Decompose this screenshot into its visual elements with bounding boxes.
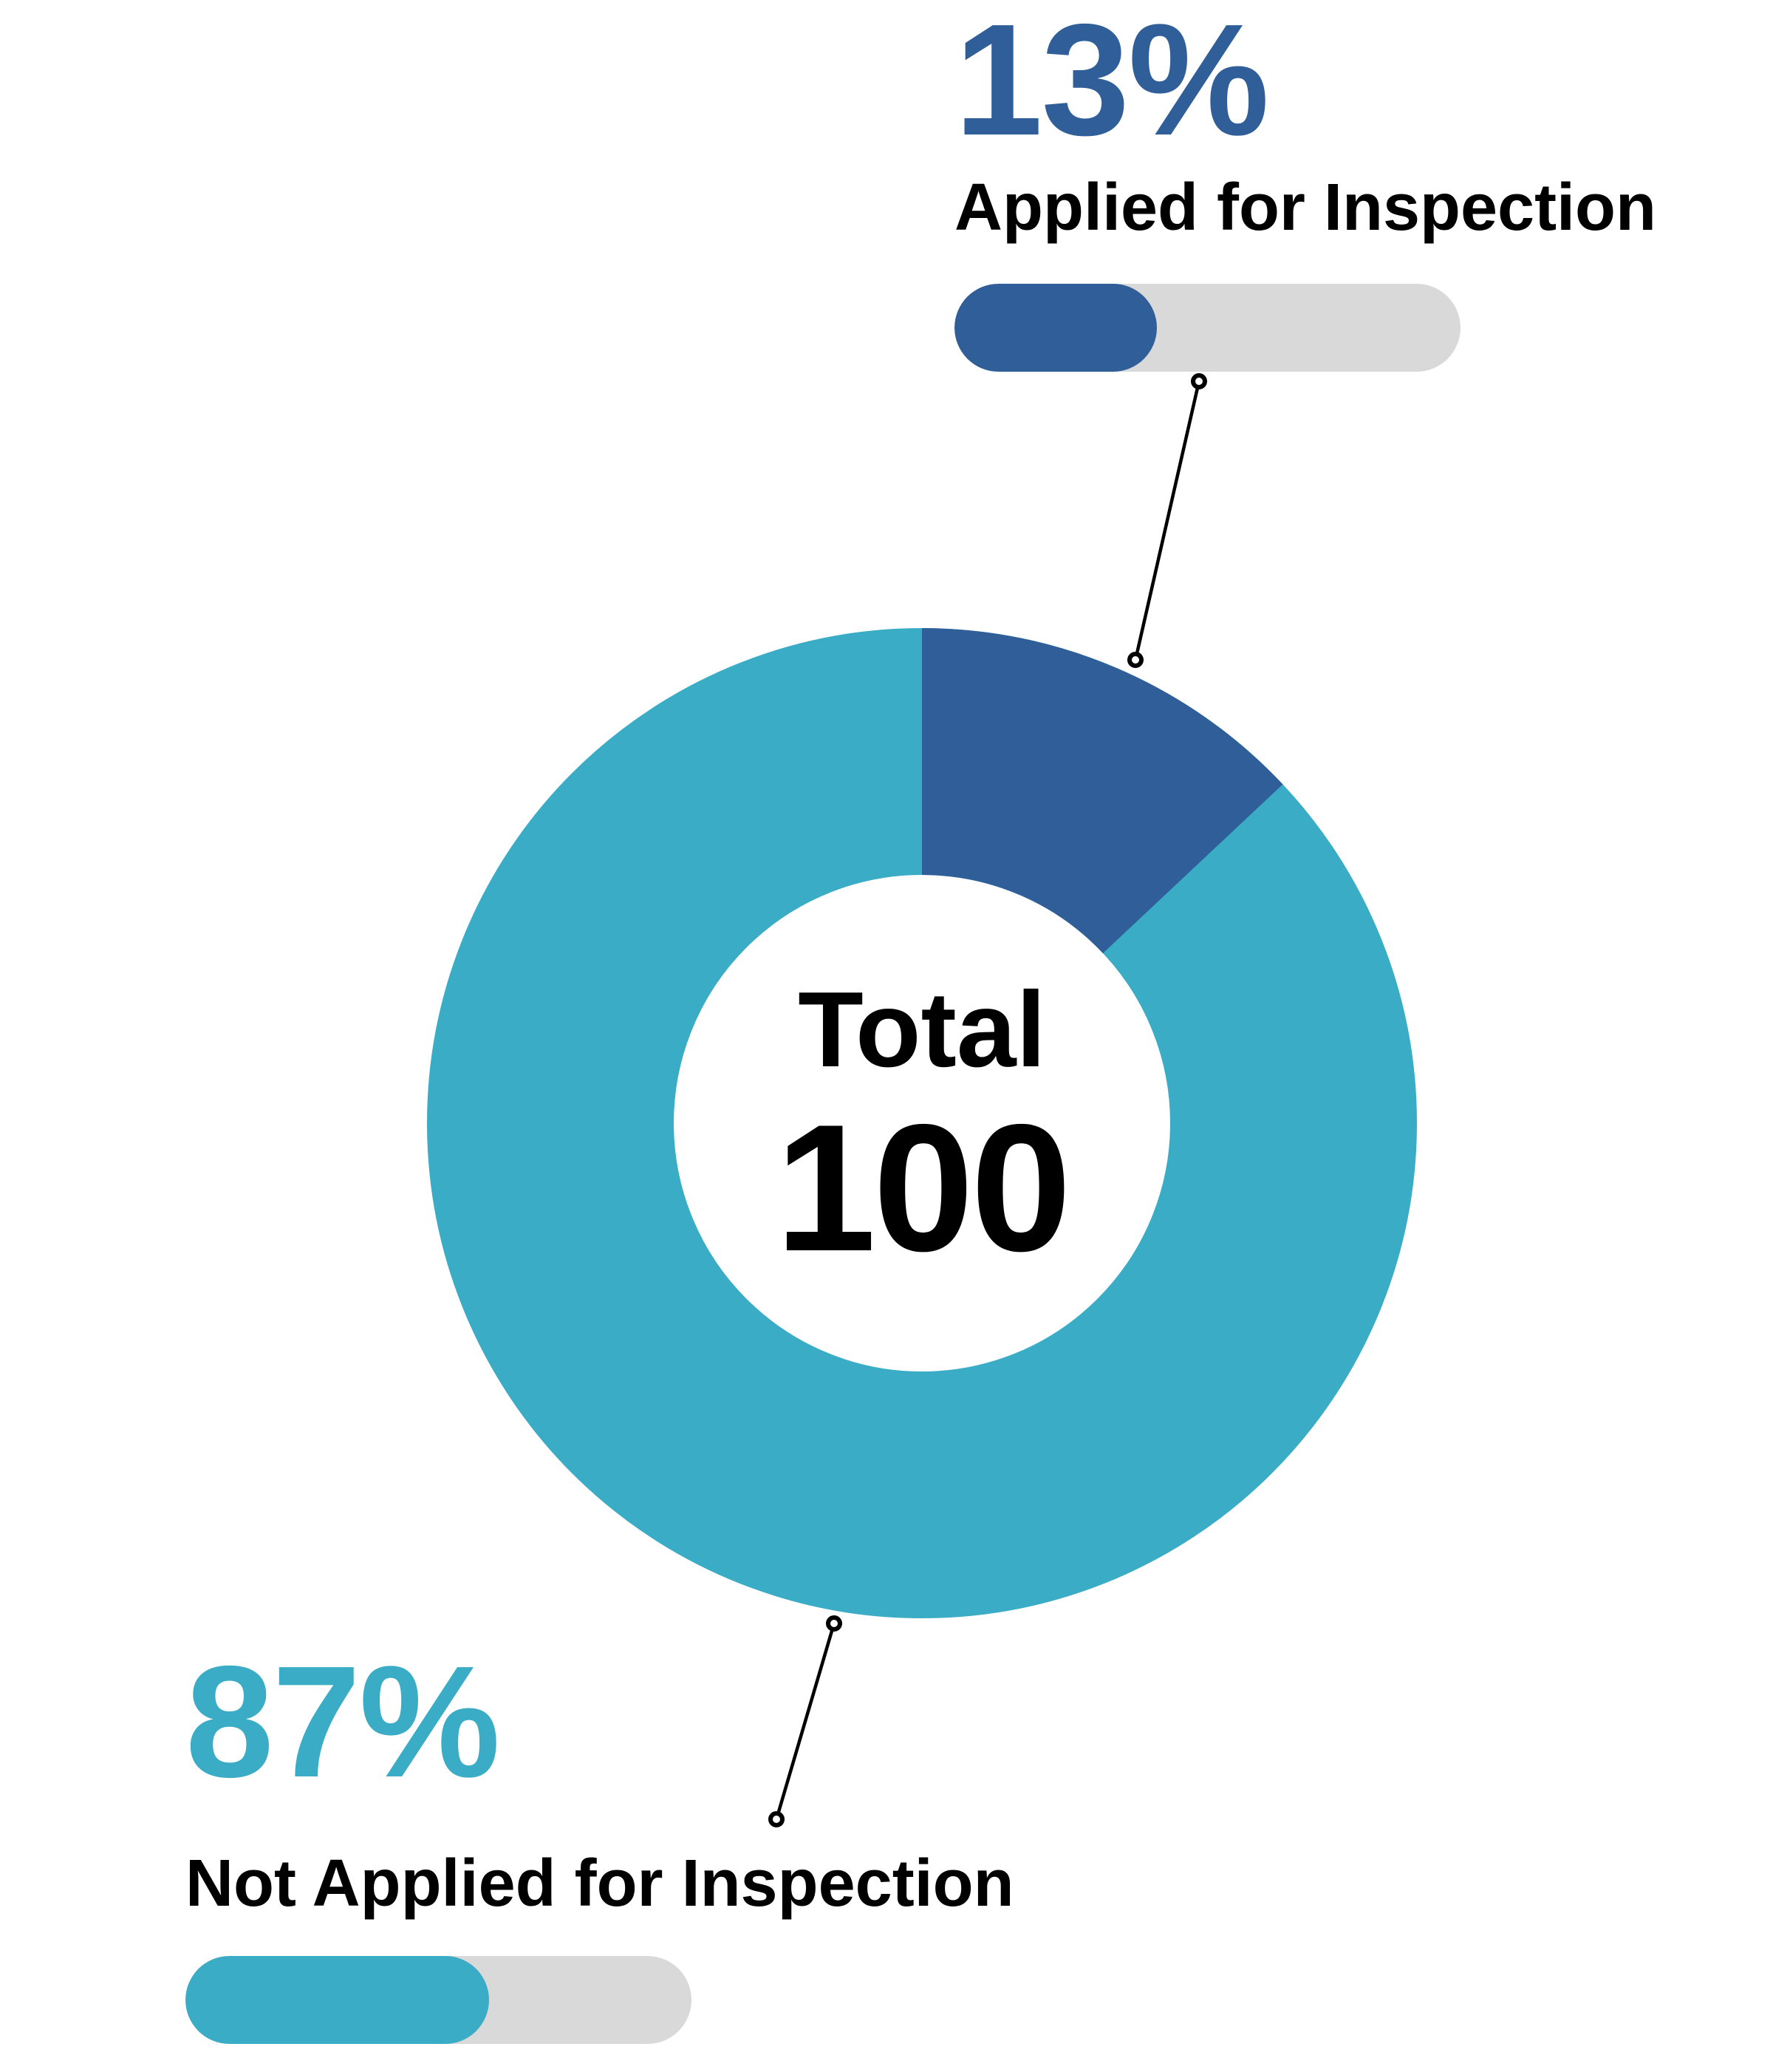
total-value: 100	[775, 1086, 1072, 1289]
applied-label: Applied for Inspection	[954, 171, 1657, 245]
leader-endpoint-bottom-icon	[768, 1811, 785, 1827]
callout-not-applied: 87% Not Applied for Inspection	[185, 1642, 1014, 2044]
leader-endpoint-donut2-icon	[826, 1615, 842, 1632]
not-applied-label: Not Applied for Inspection	[185, 1847, 1014, 1921]
not-applied-percentage: 87%	[185, 1632, 500, 1810]
leader-line-not-applied	[768, 1615, 842, 1827]
applied-progress-track	[954, 284, 1461, 372]
applied-progress-fill	[954, 284, 1157, 372]
applied-percentage: 13%	[954, 0, 1269, 168]
total-label: Total	[798, 969, 1046, 1089]
callout-applied: 13% Applied for Inspection	[954, 0, 1656, 372]
leader-endpoint-top-icon	[1191, 373, 1207, 389]
not-applied-progress-track	[185, 1956, 691, 2044]
donut-center-text: Total 100	[626, 976, 1217, 1278]
leader-line-applied	[1127, 373, 1207, 668]
leader-endpoint-donut-icon	[1127, 652, 1144, 668]
donut-segment-applied	[427, 628, 1417, 1618]
not-applied-progress-fill	[185, 1956, 489, 2044]
